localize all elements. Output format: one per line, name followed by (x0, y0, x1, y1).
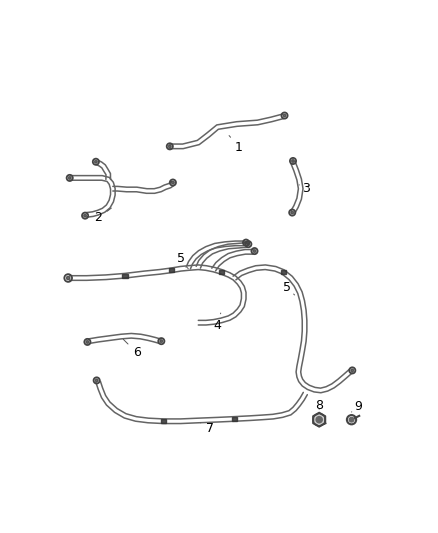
Bar (281, 270, 286, 274)
Circle shape (160, 340, 163, 343)
Text: 1: 1 (229, 135, 243, 154)
Circle shape (349, 417, 354, 422)
Circle shape (291, 211, 293, 214)
Bar (219, 270, 224, 274)
Circle shape (245, 241, 247, 244)
Circle shape (292, 159, 294, 163)
Circle shape (351, 369, 353, 372)
Circle shape (172, 181, 174, 184)
Text: 5: 5 (283, 281, 294, 295)
Bar (232, 417, 237, 421)
Polygon shape (313, 413, 325, 426)
Bar (123, 274, 128, 278)
Bar (169, 269, 174, 272)
Circle shape (283, 114, 286, 117)
Text: 5: 5 (177, 252, 188, 269)
Text: 9: 9 (352, 400, 362, 413)
Circle shape (316, 417, 322, 423)
Circle shape (86, 341, 89, 343)
Text: 6: 6 (123, 340, 141, 359)
Circle shape (67, 276, 70, 280)
Circle shape (95, 160, 97, 163)
Text: 4: 4 (214, 313, 222, 332)
Circle shape (68, 176, 71, 179)
Text: 2: 2 (94, 208, 111, 224)
Text: 3: 3 (299, 182, 310, 195)
Circle shape (169, 145, 171, 148)
Circle shape (95, 379, 98, 382)
Circle shape (253, 249, 256, 253)
Text: 8: 8 (315, 399, 323, 413)
Circle shape (84, 214, 86, 217)
Text: 7: 7 (201, 423, 214, 435)
Bar (161, 419, 166, 423)
Circle shape (247, 243, 250, 246)
